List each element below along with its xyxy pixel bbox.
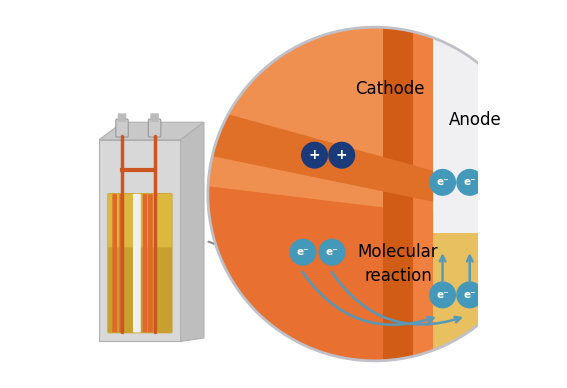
FancyBboxPatch shape — [112, 194, 117, 332]
Circle shape — [208, 27, 541, 361]
Circle shape — [319, 239, 345, 265]
Polygon shape — [383, 27, 413, 361]
FancyBboxPatch shape — [149, 119, 161, 137]
Circle shape — [430, 170, 455, 195]
FancyBboxPatch shape — [133, 194, 141, 333]
Circle shape — [457, 170, 483, 195]
FancyBboxPatch shape — [116, 119, 128, 137]
FancyBboxPatch shape — [120, 194, 124, 332]
Circle shape — [290, 239, 316, 265]
Text: +: + — [308, 148, 320, 162]
Text: e⁻: e⁻ — [463, 177, 476, 187]
FancyBboxPatch shape — [143, 194, 147, 332]
FancyBboxPatch shape — [108, 194, 172, 248]
Circle shape — [302, 142, 327, 168]
Text: Anode: Anode — [449, 111, 502, 129]
Polygon shape — [99, 122, 204, 140]
Text: e⁻: e⁻ — [325, 247, 338, 257]
Circle shape — [329, 142, 354, 168]
Polygon shape — [208, 109, 433, 202]
Text: Molecular
reaction: Molecular reaction — [358, 243, 438, 285]
FancyBboxPatch shape — [150, 113, 159, 122]
Polygon shape — [208, 186, 433, 361]
FancyBboxPatch shape — [118, 113, 126, 122]
Polygon shape — [99, 140, 181, 341]
Text: e⁻: e⁻ — [297, 247, 309, 257]
FancyBboxPatch shape — [148, 194, 153, 332]
FancyBboxPatch shape — [107, 193, 172, 333]
Polygon shape — [208, 27, 433, 361]
Polygon shape — [181, 122, 204, 341]
Circle shape — [430, 282, 455, 308]
Circle shape — [457, 282, 483, 308]
Polygon shape — [433, 233, 558, 361]
Polygon shape — [433, 27, 558, 361]
Text: e⁻: e⁻ — [436, 290, 449, 300]
Text: Cathode: Cathode — [356, 80, 425, 98]
Polygon shape — [413, 27, 433, 361]
Text: +: + — [336, 148, 348, 162]
Text: e⁻: e⁻ — [463, 290, 476, 300]
Text: e⁻: e⁻ — [436, 177, 449, 187]
